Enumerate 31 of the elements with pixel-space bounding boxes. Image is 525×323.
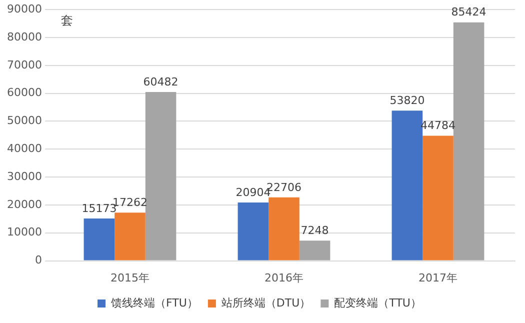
bar: [238, 202, 269, 260]
bar: [84, 218, 115, 260]
bar: [299, 240, 330, 260]
y-tick-label: 60000: [6, 86, 42, 100]
y-tick-label: 80000: [6, 30, 42, 44]
bar: [114, 212, 146, 260]
y-tick-label: 30000: [6, 170, 42, 183]
data-label: 53820: [390, 94, 425, 107]
legend-label: 配变终端（TTU）: [334, 296, 422, 310]
bar: [392, 110, 423, 260]
data-label: 15173: [82, 202, 117, 215]
y-tick-label: 90000: [6, 2, 42, 16]
bar: [422, 136, 454, 260]
data-label: 60482: [143, 75, 178, 88]
x-tick-label: 2017年: [418, 271, 458, 284]
bar: [268, 197, 300, 260]
data-label: 85424: [451, 6, 486, 19]
y-tick-label: 70000: [6, 58, 42, 72]
data-label: 7248: [300, 224, 329, 237]
y-axis-title: 套: [60, 14, 73, 28]
y-tick-label: 50000: [6, 114, 42, 128]
y-tick-label: 0: [34, 254, 42, 267]
x-tick-label: 2015年: [110, 271, 150, 284]
y-tick-label: 10000: [6, 226, 42, 239]
legend-label: 馈线终端（FTU）: [110, 296, 198, 310]
x-tick-label: 2016年: [264, 271, 304, 284]
legend-label: 站所终端（DTU）: [221, 296, 311, 310]
y-tick-label: 20000: [6, 198, 42, 211]
bar: [453, 22, 484, 260]
y-tick-label: 40000: [6, 142, 42, 156]
bar: [145, 92, 176, 260]
